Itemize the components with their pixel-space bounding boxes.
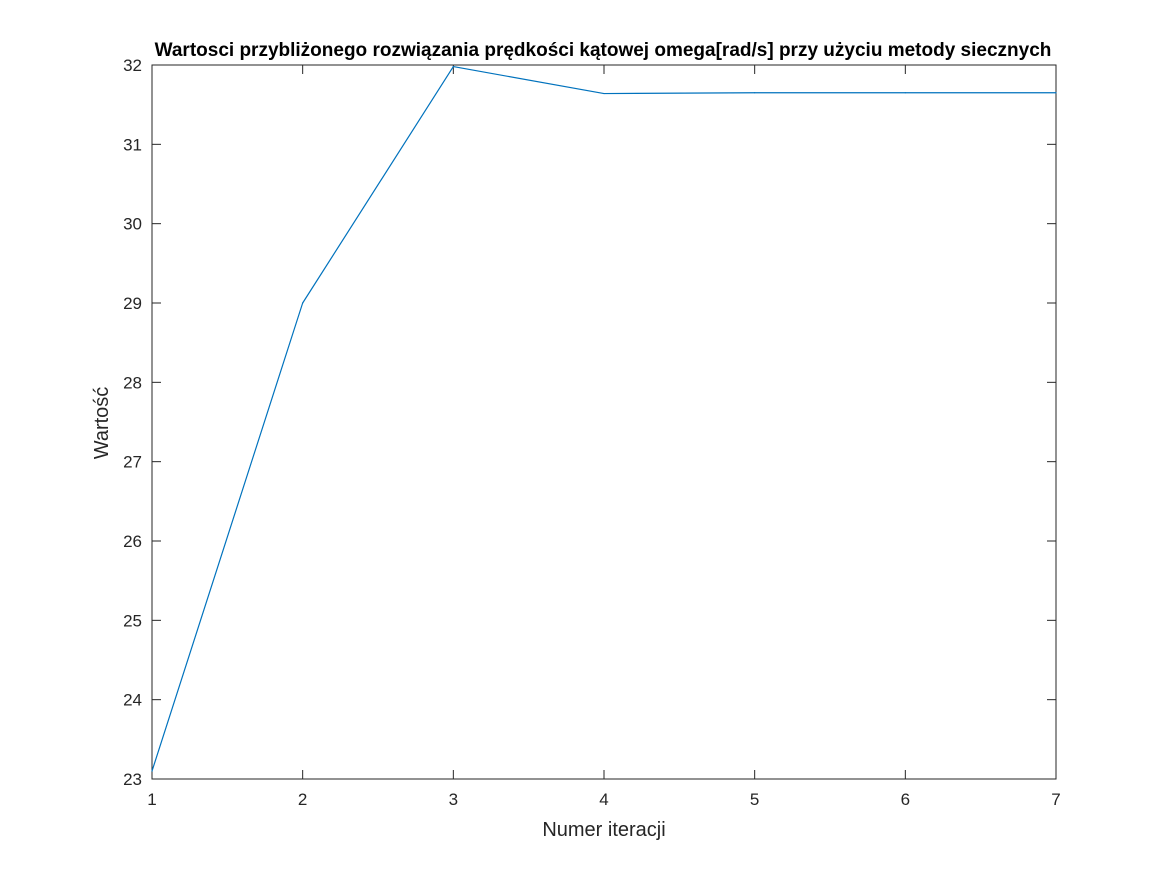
data-point [754, 92, 756, 94]
y-tick-label: 26 [123, 532, 142, 551]
y-tick-label: 24 [123, 691, 142, 710]
y-tick-label: 31 [123, 135, 142, 154]
x-tick-label: 2 [298, 790, 307, 809]
x-tick-label: 5 [750, 790, 759, 809]
y-tick-label: 30 [123, 215, 142, 234]
chart-title: Wartosci przybliżonego rozwiązania prędk… [155, 40, 1052, 61]
series-layer [151, 65, 1057, 772]
y-tick-label: 28 [123, 373, 142, 392]
y-tick-label: 23 [123, 770, 142, 789]
x-tick-label: 1 [147, 790, 156, 809]
y-axis-label: Wartość [91, 387, 113, 460]
x-axis-label: Numer iteracji [542, 819, 665, 841]
y-tick-label: 32 [123, 56, 142, 75]
data-point [1055, 92, 1057, 94]
data-point [603, 92, 605, 95]
plot-area [151, 64, 1057, 780]
data-point [904, 92, 906, 94]
data-point [302, 302, 304, 304]
y-tick-label: 29 [123, 294, 142, 313]
y-tick-label: 25 [123, 611, 142, 630]
data-point [151, 770, 153, 772]
y-tick-label: 27 [123, 453, 142, 472]
data-point [452, 65, 454, 68]
x-tick-label: 4 [599, 790, 608, 809]
x-tick-label: 6 [901, 790, 910, 809]
x-tick-label: 7 [1051, 790, 1060, 809]
x-tick-label: 3 [449, 790, 458, 809]
